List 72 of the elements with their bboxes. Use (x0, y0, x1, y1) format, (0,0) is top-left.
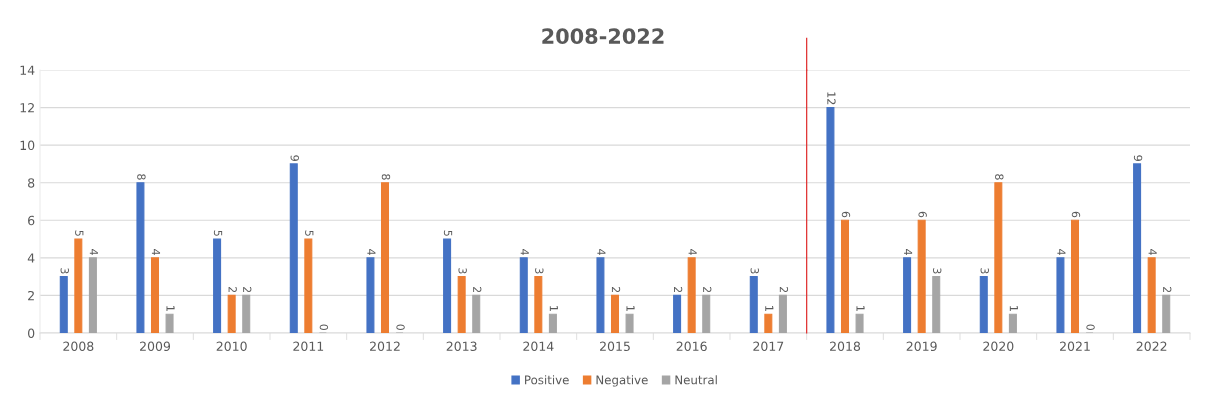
data-label: 8 (381, 174, 391, 180)
y-tick-label: 2 (28, 290, 34, 301)
data-label: 8 (995, 174, 1004, 180)
legend-label: Positive (525, 375, 569, 385)
chart-title: 2008-2022 (542, 28, 664, 45)
data-label: 3 (980, 268, 989, 274)
x-tick-label: 2014 (523, 341, 554, 352)
data-label: 6 (841, 211, 851, 218)
data-label: 1 (856, 306, 865, 311)
x-tick-label: 2012 (370, 341, 400, 352)
y-tick-label: 0 (28, 328, 35, 338)
legend-label: Neutral (675, 375, 717, 385)
x-tick-label: 2013 (446, 341, 477, 352)
data-label: 9 (290, 155, 299, 161)
data-label: 5 (305, 230, 314, 236)
data-label: 2 (674, 286, 683, 293)
x-tick-label: 2018 (830, 341, 861, 352)
data-label: 3 (458, 268, 467, 274)
y-tick-label: 14 (20, 65, 35, 75)
data-label: 4 (151, 249, 161, 255)
data-label: 6 (918, 211, 927, 218)
data-label: 0 (396, 324, 405, 331)
x-tick-label: 2016 (676, 341, 707, 352)
data-label: 5 (443, 230, 453, 236)
x-tick-label: 2020 (983, 341, 1014, 352)
data-label: 8 (137, 174, 146, 180)
data-label: 1 (1009, 306, 1018, 311)
data-label: 1 (626, 306, 635, 311)
y-tick-label: 12 (20, 103, 34, 113)
data-label: 6 (1071, 211, 1081, 218)
data-label: 3 (750, 268, 759, 274)
data-label: 4 (688, 249, 697, 255)
data-label: 4 (520, 249, 529, 255)
data-label: 2 (611, 286, 621, 293)
x-tick-label: 2017 (753, 341, 784, 352)
data-label: 0 (1086, 324, 1095, 331)
data-label: 0 (319, 324, 329, 331)
x-tick-label: 2015 (600, 341, 630, 352)
data-label: 2 (243, 286, 252, 293)
data-label: 1 (549, 306, 558, 311)
data-label: 4 (597, 249, 606, 255)
legend-label: Negative (596, 375, 648, 387)
data-label: 3 (933, 268, 942, 274)
y-tick-label: 6 (28, 215, 35, 226)
data-label: 4 (1057, 249, 1066, 255)
data-label: 4 (89, 249, 98, 255)
data-label: 2 (779, 286, 789, 293)
data-label: 3 (535, 268, 544, 274)
data-label: 5 (213, 230, 223, 236)
data-label: 3 (60, 268, 69, 274)
data-label: 9 (1133, 155, 1143, 161)
x-tick-label: 2019 (906, 341, 937, 352)
x-tick-label: 2008 (63, 341, 94, 352)
y-tick-label: 4 (27, 253, 35, 263)
x-tick-label: 2010 (216, 341, 247, 352)
x-tick-label: 2011 (293, 341, 324, 352)
data-label: 5 (75, 230, 84, 236)
data-label: 4 (367, 249, 376, 255)
data-label: 4 (904, 249, 913, 255)
data-label: 4 (1148, 249, 1157, 255)
x-tick-label: 2009 (140, 341, 171, 352)
x-tick-label: 2022 (1136, 341, 1167, 352)
data-label: 2 (473, 286, 482, 293)
data-label: 1 (765, 306, 774, 311)
y-tick-label: 10 (20, 140, 35, 151)
x-tick-label: 2021 (1060, 341, 1090, 352)
data-label: 12 (827, 92, 836, 105)
data-label: 2 (703, 286, 712, 293)
data-label: 1 (166, 306, 175, 311)
y-tick-label: 8 (28, 178, 35, 188)
data-label: 2 (1163, 286, 1172, 293)
data-label: 2 (228, 286, 237, 293)
